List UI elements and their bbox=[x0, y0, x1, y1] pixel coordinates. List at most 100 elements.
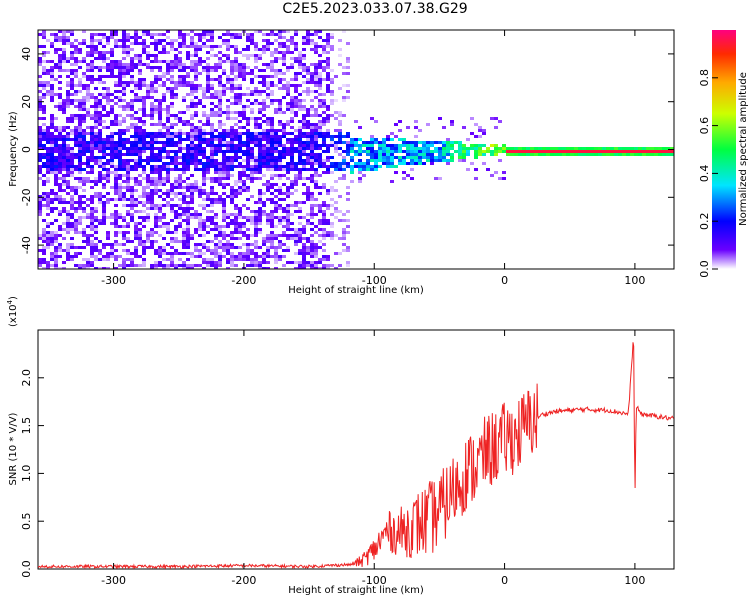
heatmap-cell bbox=[274, 84, 278, 87]
heatmap-cell bbox=[86, 258, 90, 261]
heatmap-cell bbox=[126, 171, 130, 174]
heatmap-cell bbox=[138, 183, 142, 186]
heatmap-cell bbox=[94, 39, 98, 42]
heatmap-cell bbox=[90, 132, 94, 135]
heatmap-cell bbox=[262, 90, 266, 93]
heatmap-cell bbox=[302, 126, 306, 129]
heatmap-cell bbox=[246, 165, 250, 168]
heatmap-cell bbox=[54, 198, 58, 201]
heatmap-cell bbox=[174, 231, 178, 234]
heatmap-cell bbox=[50, 84, 54, 87]
heatmap-cell bbox=[298, 132, 302, 135]
heatmap-cell bbox=[326, 63, 330, 66]
heatmap-cell bbox=[194, 159, 198, 162]
heatmap-cell bbox=[298, 249, 302, 252]
heatmap-cell bbox=[46, 192, 50, 195]
heatmap-cell bbox=[90, 81, 94, 84]
heatmap-cell bbox=[174, 204, 178, 207]
heatmap-cell bbox=[98, 120, 102, 123]
heatmap-cell bbox=[282, 126, 286, 129]
colorbar-tick-label: 0.4 bbox=[698, 165, 711, 183]
heatmap-cell bbox=[326, 159, 330, 162]
heatmap-cell bbox=[66, 150, 70, 153]
heatmap-cell bbox=[294, 84, 298, 87]
heatmap-cell bbox=[154, 147, 158, 150]
heatmap-cell bbox=[322, 45, 326, 48]
heatmap-cell bbox=[266, 63, 270, 66]
heatmap-cell bbox=[314, 138, 318, 141]
heatmap-cell bbox=[278, 30, 282, 33]
heatmap-cell bbox=[262, 78, 266, 81]
heatmap-cell bbox=[246, 72, 250, 75]
heatmap-cell bbox=[106, 216, 110, 219]
heatmap-cell bbox=[214, 165, 218, 168]
heatmap-cell bbox=[54, 255, 58, 258]
heatmap-cell bbox=[250, 264, 254, 267]
heatmap-cell bbox=[182, 246, 186, 249]
heatmap-cell bbox=[338, 138, 342, 141]
heatmap-cell bbox=[54, 264, 58, 267]
heatmap-cell bbox=[278, 123, 282, 126]
heatmap-cell bbox=[130, 75, 134, 78]
heatmap-cell bbox=[406, 156, 410, 159]
heatmap-cell bbox=[122, 51, 126, 54]
heatmap-cell bbox=[334, 210, 338, 213]
heatmap-cell bbox=[586, 150, 590, 153]
heatmap-cell bbox=[222, 216, 226, 219]
heatmap-cell bbox=[286, 108, 290, 111]
heatmap-cell bbox=[58, 69, 62, 72]
heatmap-cell bbox=[62, 183, 66, 186]
heatmap-cell bbox=[190, 135, 194, 138]
heatmap-cell bbox=[330, 156, 334, 159]
heatmap-cell bbox=[570, 150, 574, 153]
heatmap-cell bbox=[94, 33, 98, 36]
heatmap-cell bbox=[42, 246, 46, 249]
heatmap-cell bbox=[238, 186, 242, 189]
heatmap-cell bbox=[90, 39, 94, 42]
heatmap-cell bbox=[278, 81, 282, 84]
heatmap-cell bbox=[66, 216, 70, 219]
heatmap-cell bbox=[254, 171, 258, 174]
heatmap-cell bbox=[266, 267, 270, 269]
heatmap-cell bbox=[82, 177, 86, 180]
heatmap-cell bbox=[70, 228, 74, 231]
heatmap-cell bbox=[198, 255, 202, 258]
heatmap-cell bbox=[374, 141, 378, 144]
heatmap-cell bbox=[342, 66, 346, 69]
heatmap-cell bbox=[298, 222, 302, 225]
heatmap-cell bbox=[86, 93, 90, 96]
heatmap-cell bbox=[310, 63, 314, 66]
heatmap-cell bbox=[178, 225, 182, 228]
heatmap-cell bbox=[442, 144, 446, 147]
heatmap-cell bbox=[298, 144, 302, 147]
heatmap-cell bbox=[166, 114, 170, 117]
heatmap-cell bbox=[546, 147, 550, 150]
heatmap-cell bbox=[294, 90, 298, 93]
heatmap-cell bbox=[418, 147, 422, 150]
heatmap-cell bbox=[282, 207, 286, 210]
heatmap-cell bbox=[230, 255, 234, 258]
heatmap-cell bbox=[378, 150, 382, 153]
heatmap-cell bbox=[158, 42, 162, 45]
heatmap-cell bbox=[218, 174, 222, 177]
heatmap-cell bbox=[158, 105, 162, 108]
heatmap-cell bbox=[298, 237, 302, 240]
heatmap-cell bbox=[98, 102, 102, 105]
heatmap-cell bbox=[166, 189, 170, 192]
heatmap-cell bbox=[190, 99, 194, 102]
heatmap-cell bbox=[206, 246, 210, 249]
heatmap-cell bbox=[38, 264, 42, 267]
heatmap-cell bbox=[298, 63, 302, 66]
heatmap-cell bbox=[58, 144, 62, 147]
heatmap-cell bbox=[350, 156, 354, 159]
heatmap-cell bbox=[126, 138, 130, 141]
heatmap-cell bbox=[670, 153, 674, 156]
heatmap-cell bbox=[78, 126, 82, 129]
heatmap-cell bbox=[274, 69, 278, 72]
heatmap-cell bbox=[254, 138, 258, 141]
heatmap-cell bbox=[302, 105, 306, 108]
heatmap-cell bbox=[250, 102, 254, 105]
heatmap-cell bbox=[46, 39, 50, 42]
heatmap-cell bbox=[130, 81, 134, 84]
heatmap-cell bbox=[286, 234, 290, 237]
